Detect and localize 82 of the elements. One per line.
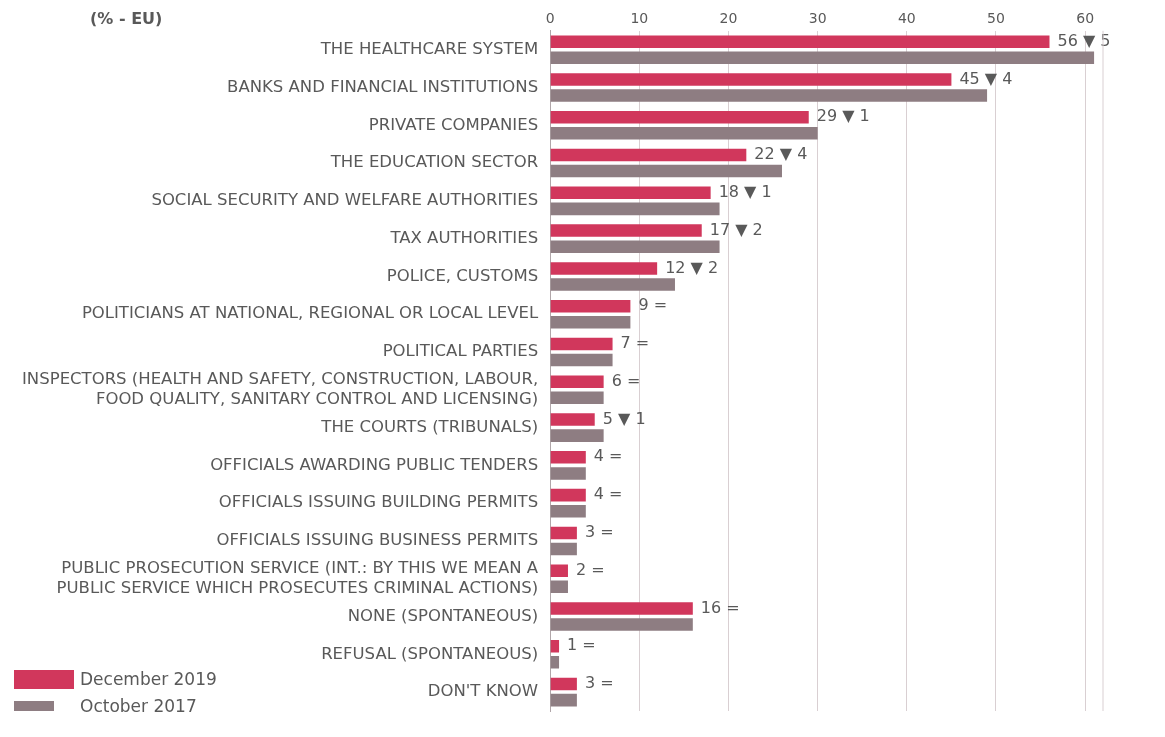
- bar: [550, 51, 1095, 64]
- x-tick-label: 40: [897, 10, 916, 27]
- y-tick-label: OFFICIALS ISSUING BUILDING PERMITS: [218, 492, 539, 512]
- bar: [550, 73, 952, 86]
- bar: [550, 526, 577, 540]
- data-label: 3 =: [584, 522, 614, 542]
- y-tick-label: OFFICIALS AWARDING PUBLIC TENDERS: [210, 454, 539, 474]
- data-label: 5 ▼ 1: [602, 408, 646, 428]
- y-tick-label: DON'T KNOW: [427, 681, 539, 701]
- bar: [550, 580, 568, 594]
- bar: [550, 488, 586, 502]
- y-tick-label: POLITICIANS AT NATIONAL, REGIONAL OR LOCAL LEVEL: [81, 303, 539, 323]
- bar: [550, 299, 631, 313]
- bar: [550, 202, 720, 216]
- data-label: 4 =: [593, 446, 623, 466]
- x-tick-label: 30: [808, 10, 827, 27]
- data-label: 29 ▼ 1: [816, 106, 870, 126]
- data-label: 6 =: [611, 370, 641, 390]
- bar: [550, 278, 675, 291]
- bar: [550, 467, 586, 480]
- x-tick-label: 60: [1076, 10, 1095, 27]
- bar: [550, 337, 613, 351]
- bar: [550, 693, 577, 707]
- bar: [550, 240, 720, 253]
- bar: [550, 186, 711, 200]
- bar: [550, 504, 586, 518]
- bar: [550, 110, 809, 124]
- x-tick-label: 20: [719, 10, 738, 27]
- x-tick-label: 0: [545, 10, 555, 27]
- data-label: 45 ▼ 4: [959, 68, 1013, 88]
- data-label: 1 =: [567, 635, 596, 655]
- data-label: 2 =: [575, 559, 605, 579]
- bar: [550, 391, 604, 405]
- bar: [550, 353, 613, 367]
- y-tick-label: REFUSAL (SPONTANEOUS): [321, 643, 539, 663]
- bar: [550, 413, 595, 426]
- bar: [550, 640, 560, 653]
- bar: [550, 618, 693, 631]
- data-label: 3 =: [584, 673, 614, 693]
- bar: [550, 602, 693, 615]
- bar: [550, 429, 604, 442]
- bar: [550, 127, 818, 140]
- data-label: 56 ▼ 5: [1057, 30, 1111, 50]
- y-tick-label: NONE (SPONTANEOUS): [347, 605, 539, 625]
- legend-label: October 2017: [80, 696, 197, 716]
- data-label: 16 =: [700, 597, 740, 617]
- y-tick-label: POLICE, CUSTOMS: [386, 265, 539, 285]
- data-label: 18 ▼ 1: [718, 181, 772, 201]
- y-tick-label: POLITICAL PARTIES: [382, 341, 539, 361]
- bar: [550, 224, 702, 237]
- bar: [550, 656, 560, 669]
- bar: [550, 315, 631, 329]
- y-tick-label: SOCIAL SECURITY AND WELFARE AUTHORITIES: [151, 190, 539, 210]
- data-label: 22 ▼ 4: [754, 144, 808, 164]
- bar: [550, 148, 747, 162]
- bar: [550, 451, 586, 464]
- data-label: 9 =: [638, 295, 668, 315]
- y-tick-label: OFFICIALS ISSUING BUSINESS PERMITS: [216, 530, 539, 550]
- y-tick-label: PUBLIC PROSECUTION SERVICE (INT.: BY THIS WE MEAN A PUBLIC SERVICE WHICH PROSECUTES CRIMINAL ACTIONS): [56, 558, 539, 597]
- bar: [550, 542, 577, 556]
- x-tick-label: 10: [630, 10, 649, 27]
- legend-label: December 2019: [80, 669, 217, 689]
- y-tick-label: THE COURTS (TRIBUNALS): [320, 416, 539, 436]
- y-tick-label: THE HEALTHCARE SYSTEM: [319, 38, 539, 58]
- data-label: 4 =: [593, 484, 623, 504]
- x-tick-label: 50: [987, 10, 1005, 27]
- data-label: 7 =: [620, 333, 650, 353]
- bar: [550, 35, 1050, 48]
- y-tick-label: THE EDUCATION SECTOR: [329, 152, 539, 172]
- y-tick-label: TAX AUTHORITIES: [389, 227, 539, 247]
- y-tick-label: PRIVATE COMPANIES: [368, 114, 539, 134]
- text: (% - EU): [90, 9, 163, 29]
- y-tick-label: BANKS AND FINANCIAL INSTITUTIONS: [227, 76, 539, 96]
- data-label: 17 ▼ 2: [709, 219, 763, 239]
- bar: [550, 262, 658, 275]
- data-label: 12 ▼ 2: [665, 257, 719, 277]
- bar: [550, 164, 782, 178]
- bar: [550, 677, 577, 691]
- y-tick-label: INSPECTORS (HEALTH AND SAFETY, CONSTRUCTION, LABOUR, FOOD QUALITY, SANITARY CONTROL AND LICENSING): [22, 369, 539, 408]
- bar: [550, 89, 988, 102]
- bar: [550, 564, 568, 577]
- bar: [550, 375, 604, 389]
